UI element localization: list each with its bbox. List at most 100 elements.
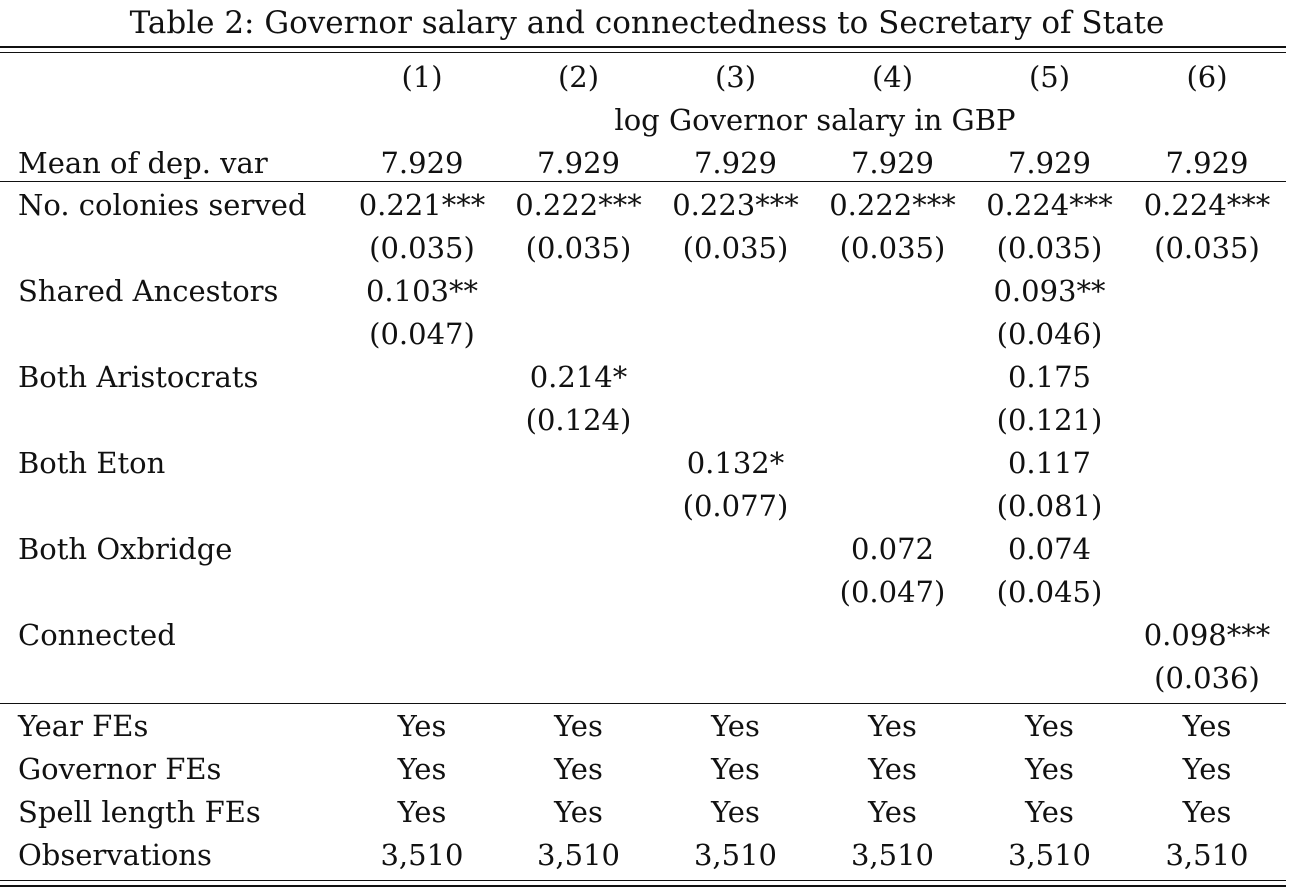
column-numbers-row: (1) (2) (3) (4) (5) (6)	[0, 56, 1286, 99]
footer-value: 3,510	[536, 838, 621, 872]
coefficient	[814, 356, 971, 399]
footer-value: Yes	[1182, 709, 1232, 743]
coef-row: No. colonies served 0.221*** 0.222*** 0.…	[0, 184, 1286, 227]
standard-error: (0.047)	[839, 575, 946, 609]
coefficient	[1128, 442, 1286, 485]
coef-row: Shared Ancestors 0.103** 0.093**	[0, 270, 1286, 313]
coefficient: 0.221***	[358, 188, 486, 222]
bottom-rule-upper	[0, 880, 1286, 881]
coefficient: 0.222***	[515, 188, 642, 222]
coefficient: 0.103**	[365, 274, 479, 308]
header-rule	[0, 181, 1286, 182]
coef-row: Connected 0.098***	[0, 614, 1286, 657]
coefficient: 0.223***	[672, 188, 799, 222]
coefficient	[657, 356, 814, 399]
column-number: (5)	[1028, 60, 1071, 94]
footer-value: Yes	[1025, 795, 1074, 829]
coefficient	[500, 528, 657, 571]
standard-error: (0.035)	[996, 231, 1103, 265]
row-label: Observations	[18, 838, 212, 872]
regression-table: (1) (2) (3) (4) (5) (6) log Governor sal…	[0, 56, 1286, 185]
standard-error: (0.081)	[996, 489, 1103, 523]
coef-row: Both Aristocrats 0.214* 0.175	[0, 356, 1286, 399]
standard-error	[500, 571, 657, 614]
footer-value: Yes	[554, 752, 603, 786]
mean-value: 7.929	[536, 146, 621, 180]
se-row: (0.077) (0.081)	[0, 485, 1286, 528]
footer-value: Yes	[1025, 752, 1074, 786]
footer-value: Yes	[397, 709, 447, 743]
coefficient	[500, 442, 657, 485]
coefficient	[814, 270, 971, 313]
column-number: (1)	[401, 60, 443, 94]
footer-value: Yes	[868, 795, 917, 829]
coefficient	[344, 356, 500, 399]
standard-error: (0.035)	[682, 231, 789, 265]
standard-error	[814, 485, 971, 528]
footer-value: Yes	[397, 752, 447, 786]
footer-value: 3,510	[693, 838, 778, 872]
row-label: Both Oxbridge	[18, 532, 233, 566]
footer-value: Yes	[397, 795, 447, 829]
row-label: Year FEs	[18, 709, 149, 743]
row-label: Mean of dep. var	[18, 146, 268, 180]
coefficient: 0.072	[850, 532, 935, 566]
standard-error	[657, 657, 814, 700]
coefficient	[500, 270, 657, 313]
se-row: (0.124) (0.121)	[0, 399, 1286, 442]
standard-error: (0.035)	[525, 231, 632, 265]
row-label: No. colonies served	[18, 188, 307, 222]
column-number: (4)	[871, 60, 914, 94]
column-number: (6)	[1186, 60, 1228, 94]
standard-error	[344, 571, 500, 614]
coefficient	[500, 614, 657, 657]
standard-error	[344, 399, 500, 442]
footer-value: 3,510	[850, 838, 935, 872]
se-row: (0.036)	[0, 657, 1286, 700]
row-label: Governor FEs	[18, 752, 222, 786]
standard-error	[344, 485, 500, 528]
bottom-rule-lower	[0, 885, 1286, 887]
standard-error	[814, 657, 971, 700]
dependent-variable-label: log Governor salary in GBP	[614, 103, 1016, 137]
coefficient: 0.224***	[1143, 188, 1271, 222]
row-label: Both Aristocrats	[18, 360, 259, 394]
top-rule-upper	[0, 46, 1286, 48]
standard-error: (0.046)	[996, 317, 1103, 351]
standard-error	[657, 399, 814, 442]
standard-error: (0.036)	[1154, 661, 1260, 695]
standard-error	[500, 657, 657, 700]
row-label: Both Eton	[18, 446, 166, 480]
footer-value: Yes	[868, 752, 917, 786]
se-row: (0.035) (0.035) (0.035) (0.035) (0.035) …	[0, 227, 1286, 270]
footer-row: Spell length FEs Yes Yes Yes Yes Yes Yes	[0, 791, 1286, 834]
coefficient: 0.224***	[986, 188, 1113, 222]
coefficient	[657, 614, 814, 657]
coefficient: 0.214*	[529, 360, 628, 394]
standard-error	[344, 657, 500, 700]
standard-error: (0.045)	[996, 575, 1103, 609]
standard-error	[971, 657, 1128, 700]
coefficient: 0.132*	[686, 446, 785, 480]
standard-error: (0.047)	[369, 317, 475, 351]
footer-value: Yes	[868, 709, 917, 743]
coefficient	[1128, 270, 1286, 313]
standard-error	[814, 399, 971, 442]
footer-value: 3,510	[380, 838, 464, 872]
standard-error: (0.077)	[682, 489, 789, 523]
coefficient: 0.093**	[993, 274, 1106, 308]
coef-row: Both Oxbridge 0.072 0.074	[0, 528, 1286, 571]
coefficient	[657, 270, 814, 313]
body-rule	[0, 703, 1286, 704]
standard-error	[1128, 399, 1286, 442]
footer-value: 3,510	[1165, 838, 1249, 872]
standard-error	[1128, 485, 1286, 528]
standard-error	[814, 313, 971, 356]
top-rule-lower	[0, 52, 1286, 53]
footer-value: Yes	[711, 795, 760, 829]
footer-row: Governor FEs Yes Yes Yes Yes Yes Yes	[0, 748, 1286, 791]
row-label: Connected	[18, 618, 176, 652]
column-number: (3)	[714, 60, 757, 94]
standard-error	[657, 571, 814, 614]
standard-error: (0.124)	[525, 403, 632, 437]
